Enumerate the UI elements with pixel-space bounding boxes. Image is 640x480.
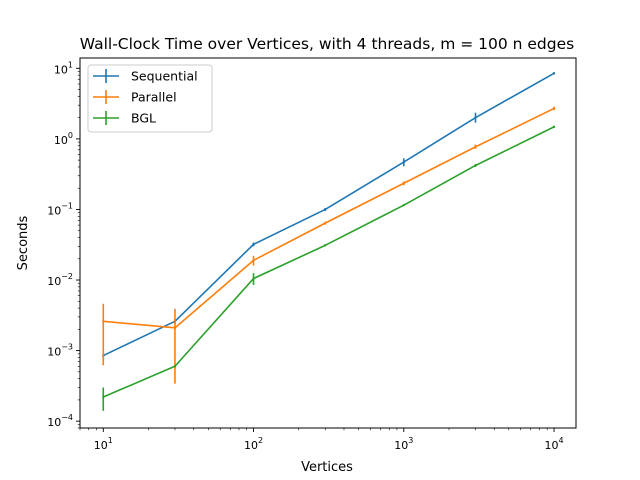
y-tick-label: 10−1: [47, 201, 73, 217]
data-point-bgl: [173, 365, 177, 368]
y-axis-label: Seconds: [16, 215, 31, 270]
plot-area: 101 102 103 104 10−4 10−3 10−2 10−1 100 101: [47, 60, 563, 452]
data-point-parallel: [252, 259, 255, 262]
data-point-bgl: [102, 395, 105, 399]
data-point-parallel: [102, 320, 105, 323]
y-tick-label: 101: [54, 60, 73, 76]
data-point-sequential: [402, 160, 405, 164]
series-parallel: [102, 106, 556, 384]
x-tick-label: 101: [94, 436, 113, 452]
data-point-sequential: [474, 116, 477, 119]
data-point-bgl: [402, 203, 405, 207]
y-tick-label: 10−3: [47, 343, 73, 359]
axis-ticks: 101 102 103 104 10−4 10−3 10−2 10−1 100 101: [47, 60, 563, 452]
data-point-sequential: [552, 72, 556, 75]
data-point-bgl: [324, 244, 327, 247]
chart-title: Wall-Clock Time over Vertices, with 4 th…: [80, 35, 574, 53]
y-tick-label: 10−2: [47, 272, 73, 288]
x-axis-label: Vertices: [301, 460, 353, 475]
data-point-parallel: [324, 221, 327, 225]
data-point-bgl: [474, 164, 477, 167]
legend-entry-bgl: BGL: [93, 111, 156, 126]
legend-entry-sequential: Sequential: [93, 69, 198, 84]
x-tick-label: 103: [394, 436, 413, 452]
legend-label-bgl: BGL: [131, 111, 156, 126]
y-tick-label: 10−4: [47, 413, 73, 429]
data-point-bgl: [252, 277, 255, 280]
legend: Sequential Parallel BGL: [87, 64, 213, 133]
data-point-sequential: [252, 243, 255, 246]
data-point-parallel: [474, 145, 477, 149]
data-point-parallel: [173, 326, 177, 330]
data-point-bgl: [552, 125, 556, 129]
legend-box: [87, 64, 213, 133]
series-bgl: [102, 125, 556, 411]
legend-label-sequential: Sequential: [131, 69, 198, 84]
x-tick-label: 104: [544, 436, 563, 452]
y-tick-label: 100: [54, 131, 73, 147]
data-point-parallel: [552, 107, 556, 110]
data-point-parallel: [402, 182, 405, 185]
axes-frame: [79, 57, 577, 429]
legend-entry-parallel: Parallel: [93, 90, 177, 105]
data-point-sequential: [324, 208, 327, 211]
x-tick-label: 102: [244, 436, 263, 452]
legend-label-parallel: Parallel: [131, 90, 177, 105]
